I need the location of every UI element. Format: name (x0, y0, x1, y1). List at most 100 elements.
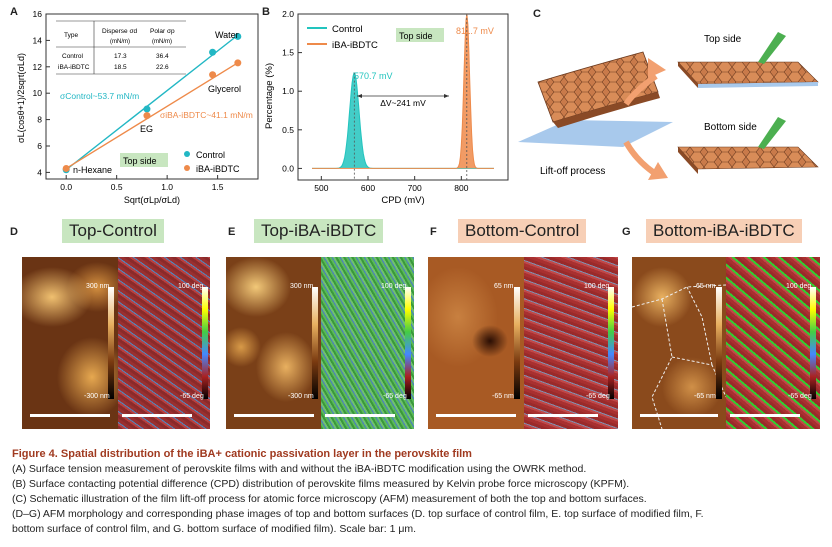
label-eg: EG (140, 124, 153, 134)
table-row-control-disperse: 17.3 (114, 53, 127, 60)
y-tick-label-b: 0.0 (282, 163, 294, 173)
label-bottom-side-c: Bottom side (704, 122, 757, 133)
legend-marker-ibdtc (184, 165, 190, 171)
legend-ibdtc-b: iBA-iBDTC (332, 40, 378, 51)
y-tick-label-b: 2.0 (282, 9, 294, 19)
panel-a-letter: A (10, 6, 18, 18)
tag-top-ibdtc: Top-iBA-iBDTC (254, 219, 384, 243)
panel-d-letter: D (10, 226, 18, 238)
x-tick-label-b: 500 (314, 183, 328, 193)
table-row-control-type: Control (62, 53, 84, 60)
tag-top-control: Top-Control (62, 219, 164, 243)
panel-b-letter: B (262, 6, 270, 18)
table-header-disperse: Disperse σd (102, 28, 137, 35)
label-water: Water (215, 30, 239, 40)
legend-control-b: Control (332, 24, 363, 35)
legend-ibdtc-a: iBA-iBDTC (196, 164, 240, 174)
annotation-control-tension: σControl~53.7 mN/m (60, 91, 139, 101)
x-tick-label-a: 1.5 (212, 182, 224, 192)
y-axis-label-b: Percentage (%) (264, 63, 275, 129)
table-unit-disperse: (mN/m) (110, 39, 130, 45)
x-tick-label-a: 0.0 (60, 182, 72, 192)
data-point (62, 164, 70, 172)
data-point (234, 32, 242, 40)
tag-bottom-control: Bottom-Control (458, 219, 587, 243)
panel-b-chart: 500 600 700 800 0.0 0.5 1.0 1.5 2.0 Control iBA-… (264, 9, 509, 206)
y-tick-label-a: 16 (33, 9, 43, 19)
delta-v-label: ΔV~241 mV (380, 98, 426, 108)
substrate (518, 120, 673, 147)
panel-e-letter: E (228, 226, 236, 238)
y-tick-label-a: 12 (33, 62, 43, 72)
afm-phase-g: 100 deg -65 deg (726, 257, 820, 429)
caption-line-a: (A) Surface tension measurement of perov… (12, 463, 587, 475)
data-point (209, 48, 217, 56)
x-tick-label-b: 800 (454, 183, 468, 193)
data-point (209, 71, 217, 79)
liftoff-schematic: Top side Bottom side Lift-off process (518, 32, 819, 180)
legend-control-a: Control (196, 150, 225, 160)
x-tick-label-a: 0.5 (111, 182, 123, 192)
table-header-polar: Polar σp (150, 28, 175, 35)
fit-line (65, 34, 239, 171)
top-side-film (677, 61, 819, 85)
table-row-control-polar: 36.4 (156, 53, 169, 60)
peak-label-control: 570.7 mV (354, 71, 393, 81)
afm-phase-e: 100 deg -65 deg (321, 257, 414, 429)
histogram-series (312, 14, 494, 169)
caption-line-c: (C) Schematic illustration of the film l… (12, 493, 647, 505)
arrow-to-bottom (623, 140, 655, 175)
label-n-hexane: n-Hexane (73, 165, 112, 175)
afm-phase-f: 100 deg -65 deg (524, 257, 618, 429)
legend-marker-control (184, 151, 190, 157)
data-point (143, 112, 151, 120)
arrow-to-top (623, 73, 658, 106)
label-liftoff: Lift-off process (540, 166, 605, 177)
table-row-ibdtc-type: iBA-iBDTC (58, 64, 90, 71)
y-tick-label-a: 8 (37, 115, 42, 125)
afm-tip-bottom (758, 117, 786, 149)
table-unit-polar: (mN/m) (152, 39, 172, 45)
y-tick-label-b: 0.5 (282, 125, 294, 135)
caption-line-dg-2: bottom surface of control film, and G. b… (12, 523, 417, 535)
caption-line-dg: (D–G) AFM morphology and corresponding p… (12, 508, 704, 520)
caption-line-b: (B) Surface contacting potential differe… (12, 478, 630, 490)
tag-bottom-ibdtc: Bottom-iBA-iBDTC (646, 219, 802, 243)
peak-label-ibdtc: 811.7 mV (456, 26, 494, 36)
label-top-side-c: Top side (704, 34, 742, 45)
x-tick-label-a: 1.0 (161, 182, 173, 192)
figure-caption-title: Figure 4. Spatial distribution of the iB… (12, 448, 472, 460)
y-tick-label-b: 1.0 (282, 86, 294, 96)
y-tick-label-a: 4 (37, 167, 42, 177)
afm-height-f: 65 nm -65 nm (428, 257, 524, 429)
afm-tip-top (758, 32, 786, 64)
table-row-ibdtc-polar: 22.6 (156, 64, 169, 71)
side-tag-b: Top side (399, 31, 433, 41)
afm-height-e: 300 nm -300 nm (226, 257, 321, 429)
label-glycerol: Glycerol (208, 84, 241, 94)
data-point (234, 59, 242, 67)
x-axis-label-b: CPD (mV) (381, 195, 424, 206)
data-point (143, 105, 151, 113)
panel-c-letter: C (533, 8, 541, 20)
table-row-ibdtc-disperse: 18.5 (114, 64, 127, 71)
surface-energy-table: Type Disperse σd Polar σp (mN/m) (mN/m) … (56, 20, 186, 75)
annotation-ibdtc-tension: σiBA-iBDTC~41.1 mN/m (160, 110, 253, 120)
afm-height-g: 65 nm -65 nm (632, 257, 726, 429)
y-tick-label-a: 6 (37, 141, 42, 151)
panel-f-letter: F (430, 226, 437, 238)
afm-phase-d: 100 deg -65 deg (118, 257, 210, 429)
bottom-side-film (677, 146, 819, 170)
afm-height-d: 300 nm -300 nm (22, 257, 118, 429)
x-axis-label-a: Sqrt(σLp/σLd) (124, 195, 180, 205)
panel-g-letter: G (622, 226, 631, 238)
table-header-type: Type (64, 32, 78, 39)
y-axis-label-a: σL(cosθ+1)/2sqrt(σLd) (16, 53, 26, 143)
panel-a-chart: 0.0 0.5 1.0 1.5 4 6 8 10 12 14 16 Type Disperse σd… (16, 9, 259, 205)
x-tick-label-b: 700 (408, 183, 422, 193)
fit-line (65, 62, 239, 170)
y-tick-label-a: 14 (33, 35, 43, 45)
x-tick-label-b: 600 (361, 183, 375, 193)
side-tag-a: Top side (123, 156, 157, 166)
y-tick-label-b: 1.5 (282, 48, 294, 58)
